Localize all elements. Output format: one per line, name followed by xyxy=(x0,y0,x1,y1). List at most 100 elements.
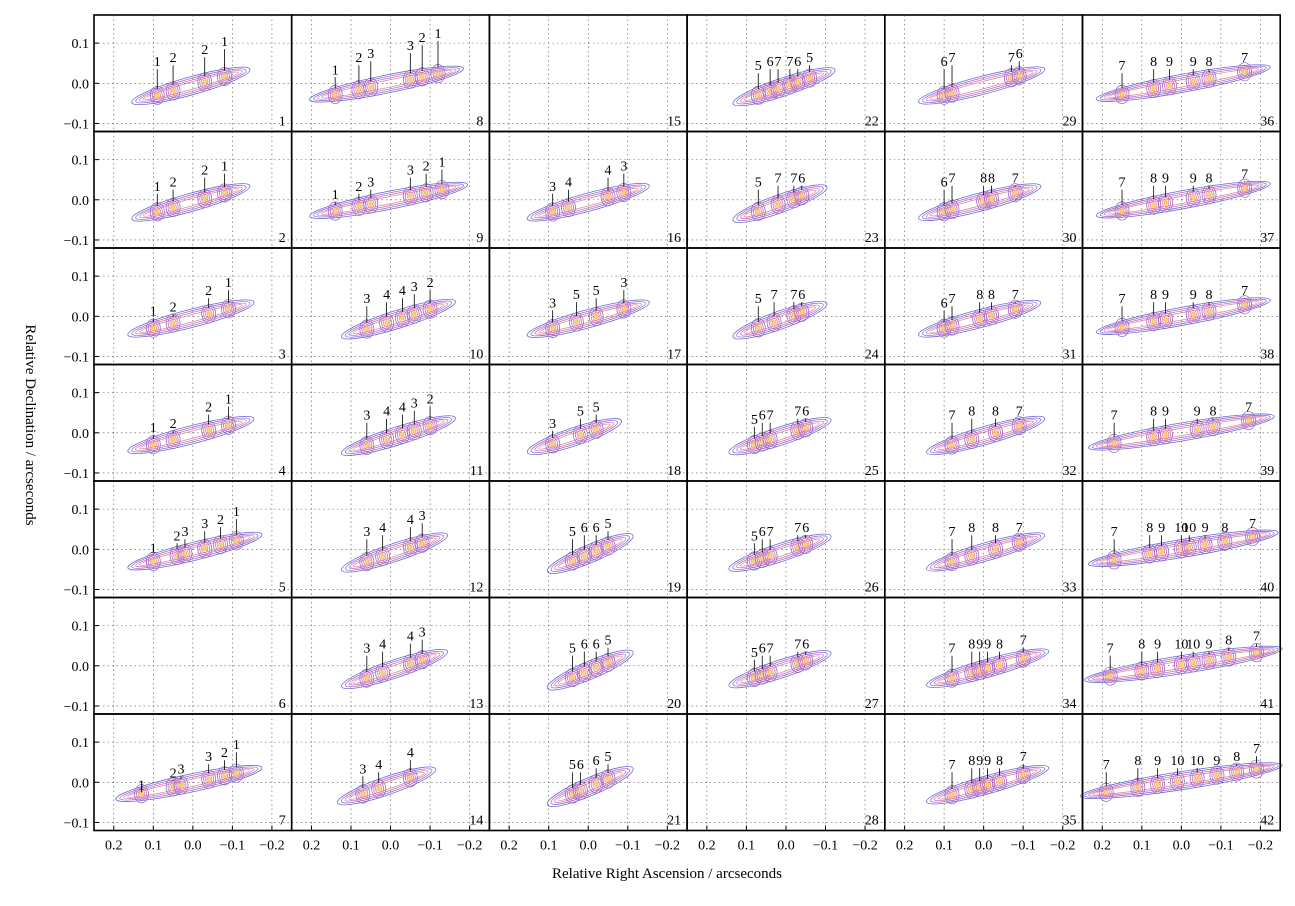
component-contour xyxy=(1205,306,1213,316)
component-label: 6 xyxy=(802,638,809,653)
jet-contour xyxy=(546,649,634,691)
jet-contour xyxy=(1095,416,1267,448)
jet-contour xyxy=(926,415,1046,455)
panel-number: 6 xyxy=(279,697,286,712)
component-label: 3 xyxy=(177,762,184,777)
jet-contour xyxy=(739,655,821,683)
component-contour xyxy=(1104,789,1109,796)
component-label: 3 xyxy=(620,160,627,175)
y-tick-label: 0.0 xyxy=(72,543,90,558)
jet-contour xyxy=(530,301,646,337)
component-contour xyxy=(1242,69,1247,75)
component-label: 7 xyxy=(1020,634,1027,649)
panel-number: 31 xyxy=(1063,348,1077,363)
component-label: 7 xyxy=(767,409,774,424)
component-contour xyxy=(412,311,417,317)
jet-contour xyxy=(139,536,251,566)
jet-contour xyxy=(348,302,449,336)
component-contour xyxy=(948,204,956,215)
component-contour xyxy=(593,781,599,787)
panel: 5 6 7 7 6 522 xyxy=(686,14,886,133)
component-contour xyxy=(331,206,339,216)
jet-contour xyxy=(1080,762,1283,800)
panel: 6 0.1 0.0 −0.1 xyxy=(64,596,293,715)
component-label: 7 xyxy=(794,521,801,536)
component-contour xyxy=(355,201,363,211)
jet-contour xyxy=(918,183,1042,222)
jet-contour xyxy=(344,534,445,571)
component-label: 7 xyxy=(1016,405,1023,420)
jet-contour xyxy=(925,69,1038,102)
jet-contour xyxy=(550,768,630,805)
component-label: 7 xyxy=(1241,284,1248,299)
component-contour xyxy=(1151,85,1156,92)
jet-contour xyxy=(317,184,461,216)
component-label: 8 xyxy=(1206,172,1213,187)
x-tick-label: −0.1 xyxy=(615,839,640,854)
component-contour xyxy=(1020,655,1026,661)
component-contour xyxy=(1013,190,1018,196)
component-label: 7 xyxy=(1119,59,1126,74)
component-contour xyxy=(153,207,161,217)
component-contour xyxy=(1247,529,1258,544)
jet-contour xyxy=(1088,764,1275,797)
component-contour xyxy=(410,309,418,319)
component-contour xyxy=(384,320,389,326)
component-label: 3 xyxy=(181,525,188,540)
component-contour xyxy=(1237,295,1253,315)
component-contour xyxy=(621,189,627,196)
jet-contour xyxy=(139,70,243,102)
component-label: 6 xyxy=(798,288,805,303)
component-contour xyxy=(201,193,209,204)
jet-contour xyxy=(732,652,828,687)
component-label: 2 xyxy=(170,176,177,191)
x-tick-label: −0.2 xyxy=(852,839,877,854)
panel-number: 28 xyxy=(865,814,879,829)
jet-contour xyxy=(925,303,1034,335)
component-contour xyxy=(802,656,810,666)
component-contour xyxy=(1165,81,1174,91)
component-label: 3 xyxy=(549,180,556,195)
component-contour xyxy=(949,675,955,681)
component-label: 5 xyxy=(755,292,762,307)
component-contour xyxy=(568,556,577,566)
jet-contour xyxy=(1095,64,1271,102)
panel-number: 36 xyxy=(1260,115,1274,130)
component-contour xyxy=(576,430,584,440)
component-contour xyxy=(384,436,389,443)
panel-number: 1 xyxy=(279,115,286,130)
component-contour xyxy=(1201,540,1209,550)
y-tick-label: 0.0 xyxy=(72,660,90,675)
component-contour xyxy=(1163,316,1168,323)
component-contour xyxy=(363,440,371,451)
jet-contour xyxy=(558,655,623,685)
component-label: 9 xyxy=(1206,638,1213,653)
jet-contour xyxy=(933,768,1042,801)
component-contour xyxy=(359,789,367,799)
component-label: 7 xyxy=(1245,401,1252,416)
jet-contour xyxy=(139,420,243,450)
component-contour xyxy=(1161,314,1170,324)
component-contour xyxy=(806,73,814,83)
component-label: 1 xyxy=(225,393,232,408)
jet-contour xyxy=(728,417,832,456)
component-contour xyxy=(331,89,339,100)
component-contour xyxy=(170,436,176,443)
panel: 3 44 312 xyxy=(290,480,491,599)
component-contour xyxy=(1139,668,1145,674)
component-contour xyxy=(991,427,1000,438)
panel-number: 25 xyxy=(865,464,879,479)
component-contour xyxy=(756,208,761,215)
component-contour xyxy=(182,550,188,557)
component-contour xyxy=(948,88,956,98)
component-contour xyxy=(995,660,1004,670)
component-contour xyxy=(206,311,211,317)
component-label: 5 xyxy=(755,59,762,74)
component-contour xyxy=(949,791,955,798)
component-contour xyxy=(1134,782,1142,792)
component-contour xyxy=(368,201,373,207)
component-contour xyxy=(1154,779,1162,789)
component-contour xyxy=(1106,671,1114,681)
component-contour xyxy=(987,194,996,204)
